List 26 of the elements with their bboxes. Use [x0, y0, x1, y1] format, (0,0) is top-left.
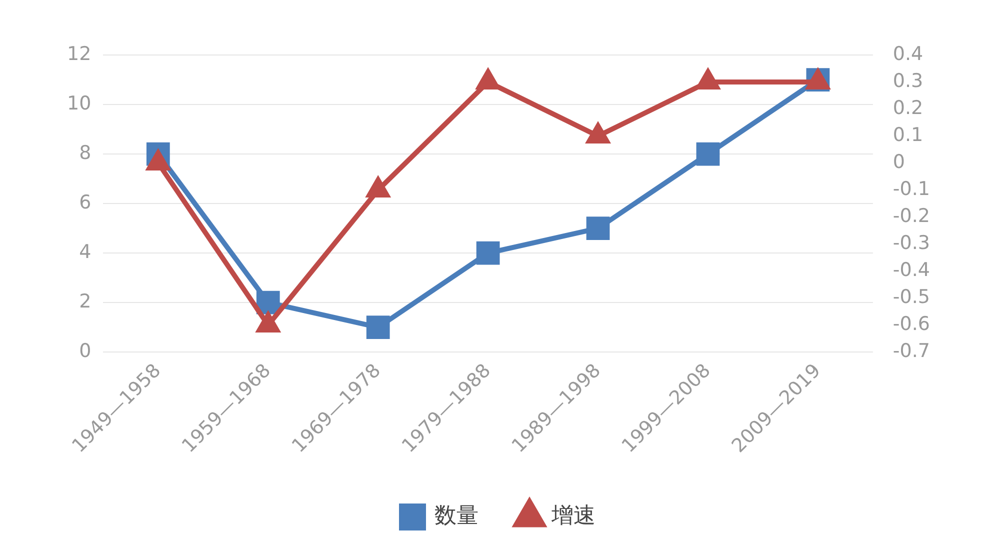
- legend-label: 增速: [550, 504, 596, 529]
- y2-tick-label: 0.4: [892, 42, 924, 65]
- y-tick-label: 0: [79, 340, 92, 362]
- y-tick-label: 6: [79, 191, 92, 214]
- y-tick-label: 2: [79, 290, 92, 312]
- y2-tick-label: 0: [892, 150, 906, 173]
- point: [476, 241, 500, 265]
- y-tick-label: 4: [79, 240, 92, 263]
- y2-tick-label: -0.4: [892, 258, 930, 281]
- y-tick-label: 12: [66, 42, 92, 65]
- y-tick-label: 10: [66, 92, 92, 114]
- y2-tick-label: 0.1: [892, 124, 924, 146]
- legend-label: 数量: [434, 504, 478, 529]
- y2-tick-label: -0.3: [892, 232, 930, 254]
- y2-tick-label: -0.7: [892, 340, 930, 362]
- point: [696, 142, 720, 166]
- y-tick-label: 8: [79, 142, 92, 164]
- y2-tick-label: -0.2: [892, 204, 930, 227]
- y2-tick-label: 0.3: [892, 70, 924, 92]
- y2-tick-label: -0.6: [892, 312, 930, 335]
- point: [586, 216, 610, 240]
- point: [366, 316, 390, 339]
- y2-tick-label: -0.5: [892, 286, 930, 308]
- y2-tick-label: 0.2: [892, 96, 924, 119]
- y2-tick-label: -0.1: [892, 178, 930, 200]
- point: [256, 290, 280, 314]
